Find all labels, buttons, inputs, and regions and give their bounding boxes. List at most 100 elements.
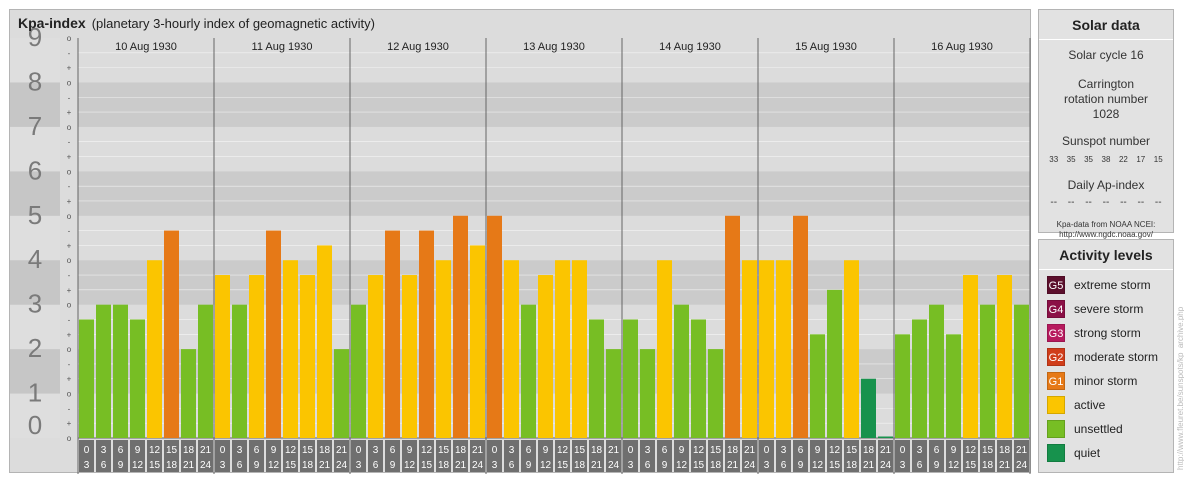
- minor-tick-label: -: [68, 271, 71, 280]
- legend-label: severe storm: [1074, 302, 1144, 316]
- interval-cell: [844, 440, 859, 472]
- day-label: 12 Aug 1930: [387, 41, 449, 53]
- kp-bar: [198, 304, 213, 438]
- day-label: 16 Aug 1930: [931, 41, 993, 53]
- interval-cell: [487, 440, 502, 472]
- interval-end-label: 15: [285, 460, 297, 471]
- interval-start-label: 21: [200, 445, 212, 456]
- sunspot-value: 38: [1101, 155, 1111, 164]
- interval-start-label: 12: [149, 445, 161, 456]
- interval-end-label: 6: [237, 460, 243, 471]
- interval-cell: [419, 440, 434, 472]
- kp-band: [78, 171, 1030, 216]
- interval-end-label: 24: [336, 460, 348, 471]
- legend-swatch: G5: [1047, 276, 1065, 294]
- legend-label: moderate storm: [1074, 350, 1159, 364]
- kp-bar: [232, 304, 247, 438]
- legend-item-active: active: [1047, 396, 1173, 414]
- interval-cell: [878, 440, 893, 472]
- ap-index-value: --: [1050, 197, 1058, 208]
- interval-cell: [351, 440, 366, 472]
- kp-bar: [249, 275, 264, 438]
- minor-tick-label: -: [68, 227, 71, 236]
- day-label: 11 Aug 1930: [252, 41, 313, 53]
- interval-start-label: 0: [84, 445, 90, 456]
- interval-end-label: 9: [254, 460, 260, 471]
- minor-tick-label: +: [67, 197, 72, 206]
- interval-end-label: 9: [390, 460, 396, 471]
- interval-cell: [674, 440, 689, 472]
- kp-bar: [827, 289, 842, 438]
- interval-start-label: 6: [390, 445, 396, 456]
- interval-start-label: 0: [492, 445, 498, 456]
- interval-start-label: 15: [438, 445, 450, 456]
- minor-tick-label: +: [67, 241, 72, 250]
- minor-tick-label: o: [67, 434, 72, 443]
- interval-end-label: 21: [727, 460, 739, 471]
- interval-end-label: 18: [438, 460, 450, 471]
- ap-index-value: --: [1137, 197, 1145, 208]
- legend-label: active: [1074, 398, 1106, 412]
- minor-tick-label: o: [67, 34, 72, 43]
- activity-levels-title: Activity levels: [1039, 240, 1173, 270]
- interval-end-label: 15: [421, 460, 433, 471]
- interval-start-label: 3: [237, 445, 243, 456]
- kp-band: [78, 38, 1030, 83]
- ap-index-value: --: [1067, 197, 1075, 208]
- kp-bar: [640, 349, 655, 438]
- ap-index-value: --: [1154, 197, 1162, 208]
- legend-item-minor-storm: G1 minor storm: [1047, 372, 1173, 390]
- interval-cell: [725, 440, 740, 472]
- interval-start-label: 3: [373, 445, 379, 456]
- kp-band: [78, 82, 1030, 127]
- kp-bar: [385, 230, 400, 438]
- minor-tick-label: o: [67, 345, 72, 354]
- kp-bar: [929, 304, 944, 438]
- minor-tick-label: +: [67, 153, 72, 162]
- interval-end-label: 3: [492, 460, 498, 471]
- minor-tick-label: -: [68, 182, 71, 191]
- minor-tick-label: -: [68, 404, 71, 413]
- ap-index-label: Daily Ap-index: [1067, 178, 1145, 192]
- interval-end-label: 6: [101, 460, 107, 471]
- carrington-rotation: Carrington rotation number 1028: [1063, 77, 1149, 121]
- interval-start-label: 21: [336, 445, 348, 456]
- kp-bar: [300, 275, 315, 438]
- kp-bar: [164, 230, 179, 438]
- interval-end-label: 3: [84, 460, 90, 471]
- interval-start-label: 18: [863, 445, 875, 456]
- minor-tick-label: -: [68, 93, 71, 102]
- kp-bar: [776, 260, 791, 438]
- interval-start-label: 3: [645, 445, 651, 456]
- legend-swatch: G1: [1047, 372, 1065, 390]
- interval-start-label: 15: [710, 445, 722, 456]
- interval-start-label: 3: [917, 445, 923, 456]
- y-axis-band: [10, 260, 60, 305]
- credit-link[interactable]: http://www.ngdc.noaa.gov/: [1059, 230, 1153, 239]
- interval-cell: [980, 440, 995, 472]
- interval-start-label: 15: [846, 445, 858, 456]
- interval-cell: [249, 440, 264, 472]
- interval-end-label: 15: [829, 460, 841, 471]
- kpa-chart: 0123456789o+o+-o+-o+-o+-o+-o+-o+-o+-o-10…: [10, 22, 1031, 474]
- kp-bar: [96, 304, 111, 438]
- kp-bar: [946, 334, 961, 438]
- interval-end-label: 6: [781, 460, 787, 471]
- interval-start-label: 18: [591, 445, 603, 456]
- kp-bar: [419, 230, 434, 438]
- minor-tick-label: o: [67, 123, 72, 132]
- interval-end-label: 18: [574, 460, 586, 471]
- kp-bar: [113, 304, 128, 438]
- interval-cell: [946, 440, 961, 472]
- interval-end-label: 6: [373, 460, 379, 471]
- interval-cell: [436, 440, 451, 472]
- sunspot-values: 33 35 35 38 22 17 15: [1045, 155, 1167, 164]
- interval-end-label: 3: [628, 460, 634, 471]
- interval-cell: [742, 440, 757, 472]
- y-tick-label: 7: [28, 111, 42, 141]
- kp-bar: [453, 215, 468, 438]
- activity-levels-legend: G5 extreme storm G4 severe storm G3 strong st…: [1039, 276, 1173, 462]
- interval-end-label: 21: [863, 460, 875, 471]
- legend-label: minor storm: [1074, 374, 1138, 388]
- kp-bar: [504, 260, 519, 438]
